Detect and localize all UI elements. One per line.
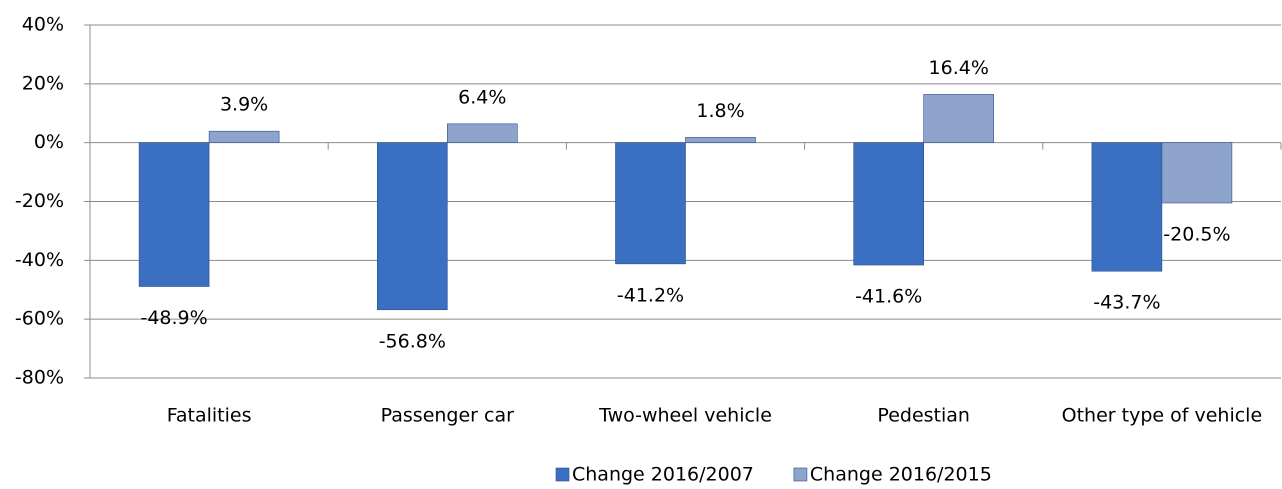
- y-tick-label: 0%: [34, 131, 64, 153]
- x-tick-label: Other type of vehicle: [1062, 405, 1263, 427]
- data-label: -48.9%: [140, 307, 207, 329]
- y-tick-label: 40%: [22, 14, 64, 36]
- bar: [138, 142, 210, 287]
- data-label: -43.7%: [1093, 292, 1160, 314]
- data-label: -41.2%: [617, 284, 684, 306]
- x-tick-label: Fatalities: [167, 405, 252, 427]
- bar: [615, 142, 686, 265]
- x-tick-label: Pedestian: [877, 405, 970, 427]
- legend-label: Change 2016/2015: [810, 464, 992, 486]
- bar: [376, 142, 448, 311]
- x-tick-label: Two-wheel vehicle: [598, 405, 772, 427]
- bar: [923, 94, 995, 143]
- y-tick-label: -60%: [15, 308, 64, 330]
- data-label: -41.6%: [855, 286, 922, 308]
- data-label: 1.8%: [696, 100, 744, 122]
- bar: [1161, 142, 1233, 204]
- y-tick-label: -40%: [15, 249, 64, 271]
- bar: [1091, 142, 1163, 272]
- legend-label: Change 2016/2007: [572, 464, 754, 486]
- y-tick-label: 20%: [22, 72, 64, 94]
- y-tick-label: -20%: [15, 190, 64, 212]
- bar: [208, 130, 280, 143]
- x-tick-label: Passenger car: [381, 405, 514, 427]
- data-label: -56.8%: [379, 330, 446, 352]
- data-label: 3.9%: [220, 94, 268, 116]
- bar: [446, 123, 518, 143]
- legend-swatch: [555, 467, 570, 482]
- bar: [853, 142, 925, 266]
- data-label: -20.5%: [1163, 223, 1230, 245]
- bar: [685, 137, 756, 143]
- legend-swatch: [793, 467, 808, 482]
- y-tick-label: -80%: [15, 367, 64, 389]
- data-label: 6.4%: [458, 86, 506, 108]
- data-label: 16.4%: [929, 57, 989, 79]
